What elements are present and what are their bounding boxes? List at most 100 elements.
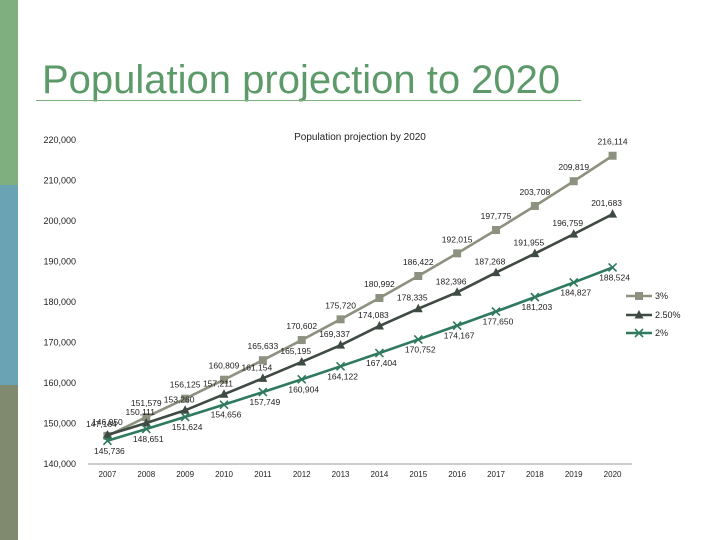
- data-label: 165,633: [247, 341, 278, 351]
- data-label: 197,775: [481, 211, 512, 221]
- data-point-marker: [608, 209, 618, 218]
- chart-series: 146,950 151,579 156,125 160,809 165,633 170,6…: [86, 137, 630, 456]
- data-point-marker: [491, 267, 501, 277]
- data-point-marker: [219, 400, 229, 410]
- chart-legend: 3% 2.50% 2%: [626, 291, 681, 338]
- x-tick-label: 2009: [176, 470, 194, 479]
- legend-label: 2%: [655, 328, 668, 338]
- data-point-marker: [141, 418, 151, 427]
- data-label: 169,337: [319, 329, 350, 339]
- series-line: [106, 154, 614, 438]
- data-point-marker: [258, 387, 268, 397]
- data-point-marker: [608, 262, 618, 273]
- data-point-marker: [102, 429, 112, 439]
- legend-label: 3%: [655, 291, 668, 301]
- data-point-marker: [336, 361, 346, 371]
- series-line: [107, 266, 614, 443]
- data-point-marker: [569, 177, 578, 186]
- data-point-marker: [258, 373, 268, 382]
- data-label: 151,624: [172, 422, 203, 432]
- chart-title: Population projection by 2020: [294, 132, 426, 143]
- data-label: 209,819: [558, 162, 589, 172]
- data-point-marker: [297, 336, 306, 345]
- data-point-marker: [375, 293, 384, 302]
- data-label: 177,650: [483, 317, 514, 327]
- y-tick-label: 190,000: [43, 257, 76, 267]
- data-label: 160,809: [209, 361, 240, 371]
- data-label: 203,708: [519, 187, 550, 197]
- x-tick-label: 2018: [526, 470, 544, 479]
- data-label: 174,167: [444, 331, 475, 341]
- data-point-marker: [141, 424, 151, 434]
- x-tick-label: 2015: [409, 470, 427, 479]
- title-underline: [36, 100, 581, 101]
- data-point-marker: [608, 151, 617, 160]
- data-point-marker: [297, 356, 307, 366]
- data-label: 175,720: [325, 300, 356, 310]
- data-point-marker: [220, 375, 228, 384]
- data-label: 153,260: [164, 394, 195, 404]
- data-point-marker: [452, 287, 462, 296]
- data-point-marker: [336, 315, 345, 324]
- data-point-marker: [452, 321, 462, 331]
- data-point-marker: [635, 292, 643, 300]
- data-label: 184,827: [560, 287, 591, 297]
- data-label: 170,602: [286, 321, 317, 331]
- data-point-marker: [414, 271, 423, 280]
- data-point-marker: [491, 306, 501, 317]
- data-label: 154,656: [211, 410, 242, 420]
- data-label: 157,211: [203, 378, 233, 388]
- data-point-marker: [336, 340, 346, 349]
- data-label: 160,904: [288, 384, 319, 394]
- x-tick-label: 2016: [448, 470, 466, 479]
- x-tick-label: 2010: [215, 470, 233, 479]
- data-point-marker: [374, 320, 384, 330]
- x-tick-label: 2007: [99, 470, 117, 479]
- x-tick-label: 2008: [137, 470, 155, 479]
- decor-band-bottom: [0, 385, 18, 540]
- x-tick-label: 2019: [565, 470, 583, 479]
- data-point-marker: [413, 303, 423, 313]
- slide-title: Population projection to 2020: [42, 58, 561, 102]
- data-label: 156,125: [170, 380, 201, 390]
- data-point-marker: [181, 394, 190, 403]
- data-point-marker: [634, 310, 644, 319]
- x-tick-label: 2012: [293, 470, 311, 479]
- data-point-marker: [219, 389, 229, 398]
- y-tick-label: 200,000: [43, 216, 76, 226]
- data-point-marker: [569, 277, 579, 288]
- data-point-marker: [180, 405, 190, 414]
- series-2-50-: 147,164 150,111 153,260 157,211 161,154 165,1…: [86, 198, 622, 439]
- data-point-marker: [634, 328, 644, 338]
- legend-label: 2.50%: [655, 310, 681, 320]
- data-label: 167,404: [366, 358, 397, 368]
- data-point-marker: [530, 292, 540, 302]
- data-label: 161,154: [241, 362, 272, 372]
- series-line: [107, 213, 614, 437]
- data-label: 165,195: [280, 346, 311, 356]
- series-3-: 146,950 151,579 156,125 160,809 165,633 170,6…: [92, 137, 628, 440]
- data-point-marker: [569, 229, 579, 238]
- data-label: 170,752: [405, 344, 436, 354]
- data-point-marker: [374, 348, 384, 358]
- data-label: 186,422: [403, 257, 434, 267]
- y-tick-label: 160,000: [43, 378, 76, 388]
- data-label: 150,111: [126, 407, 156, 417]
- legend-swatch-marker: [634, 328, 644, 338]
- data-label: 178,335: [397, 293, 428, 303]
- legend-swatch-marker: [634, 310, 644, 319]
- data-label: 201,683: [591, 198, 622, 208]
- data-label: 151,579: [131, 398, 162, 408]
- y-tick-label: 210,000: [43, 176, 76, 186]
- data-point-marker: [492, 226, 500, 235]
- data-label: 196,759: [552, 218, 583, 228]
- chart-axes: 140,000 150,000 160,000 170,000 180,000 190,0…: [43, 135, 632, 479]
- x-tick-label: 2011: [254, 470, 272, 479]
- x-tick-label: 2014: [371, 470, 389, 479]
- data-point-marker: [413, 334, 423, 345]
- data-label: 192,015: [442, 234, 473, 244]
- data-label: 191,955: [513, 238, 544, 248]
- legend-swatch-marker: [635, 292, 643, 300]
- data-label: 145,736: [94, 446, 125, 456]
